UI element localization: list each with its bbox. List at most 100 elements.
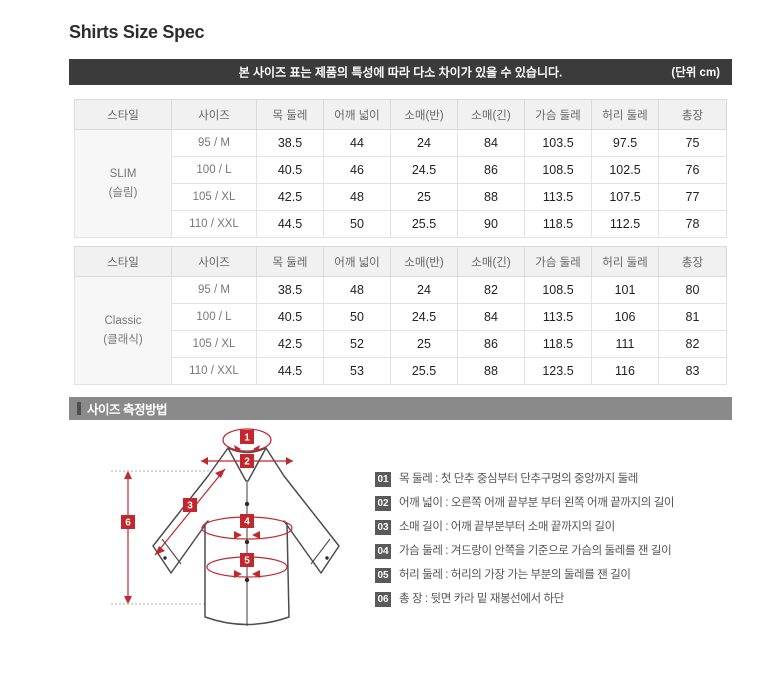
size-cell: 105 / XL [171, 330, 257, 358]
column-header: 어깨 넓이 [323, 246, 391, 277]
neck-measure-oval [222, 428, 272, 452]
size-cell: 110 / XXL [171, 210, 257, 238]
value-cell: 101 [591, 276, 659, 304]
size-table-classic: 스타일 사이즈 목 둘레 어깨 넓이 소매(반) 소매(긴) 가슴 둘레 허리 둘레 총장 Cla… [74, 246, 727, 385]
content: Shirts Size Spec 본 사이즈 표는 제품의 특성에 따라 다소 … [69, 22, 732, 658]
legend-item: 03 소매 길이 : 어깨 끝부분부터 소매 끝까지의 길이 [375, 520, 735, 535]
column-header: 소매(반) [390, 99, 458, 130]
notice-text: 본 사이즈 표는 제품의 특성에 따라 다소 차이가 있을 수 있습니다. [238, 65, 563, 80]
legend-text: 소매 길이 : 어깨 끝부분부터 소매 끝까지의 길이 [399, 521, 615, 533]
legend-number-badge: 01 [375, 472, 391, 487]
value-cell: 103.5 [524, 129, 592, 157]
value-cell: 38.5 [256, 129, 324, 157]
value-cell: 86 [457, 156, 525, 184]
value-cell: 48 [323, 183, 391, 211]
value-cell: 112.5 [591, 210, 659, 238]
value-cell: 24 [390, 276, 458, 304]
value-cell: 108.5 [524, 276, 592, 304]
value-cell: 82 [658, 330, 727, 358]
column-header: 소매(긴) [457, 246, 525, 277]
legend-item: 06 총 장 : 뒷면 카라 밑 재봉선에서 하단 [375, 592, 735, 607]
style-cell: SLIM (슬림) [74, 129, 172, 238]
shirt-outline [152, 447, 340, 626]
value-cell: 24.5 [390, 303, 458, 331]
measure-section-title: 사이즈 측정방법 [87, 403, 167, 417]
value-cell: 82 [457, 276, 525, 304]
legend-number-badge: 03 [375, 520, 391, 535]
value-cell: 78 [658, 210, 727, 238]
table-row: 110 / XXL 44.5 50 25.5 90 118.5 112.5 78 [75, 210, 727, 238]
size-cell: 105 / XL [171, 183, 257, 211]
value-cell: 40.5 [256, 303, 324, 331]
legend-text: 허리 둘레 : 허리의 가장 가는 부분의 둘레를 잰 길이 [399, 569, 631, 581]
value-cell: 88 [457, 183, 525, 211]
shirt-buttons [163, 501, 329, 583]
table-row: 100 / L 40.5 50 24.5 84 113.5 106 81 [75, 303, 727, 331]
table-row: SLIM (슬림) 95 / M 38.5 44 24 84 103.5 97.5 75 [74, 129, 727, 238]
value-cell: 44 [323, 129, 391, 157]
marker-2: 2 [244, 457, 250, 468]
value-cell: 42.5 [256, 183, 324, 211]
value-cell: 116 [591, 357, 659, 385]
value-cell: 52 [323, 330, 391, 358]
value-cell: 86 [457, 330, 525, 358]
value-cell: 123.5 [524, 357, 592, 385]
table-row: 100 / L 40.5 46 24.5 86 108.5 102.5 76 [75, 156, 727, 184]
value-cell: 25 [390, 330, 458, 358]
value-cell: 111 [591, 330, 659, 358]
value-cell: 24.5 [390, 156, 458, 184]
value-cell: 118.5 [524, 210, 592, 238]
column-header: 어깨 넓이 [323, 99, 391, 130]
value-cell: 76 [658, 156, 727, 184]
marker-6: 6 [125, 518, 131, 529]
column-header: 총장 [658, 99, 727, 130]
size-cell: 95 / M [171, 129, 257, 157]
legend-number-badge: 04 [375, 544, 391, 559]
notice-unit: (단위 cm) [671, 67, 720, 79]
column-header: 총장 [658, 246, 727, 277]
legend-text: 목 둘레 : 첫 단추 중심부터 단추구멍의 중앙까지 둘레 [399, 473, 638, 485]
column-header: 스타일 [74, 246, 172, 277]
page-title: Shirts Size Spec [69, 22, 205, 42]
legend-text: 총 장 : 뒷면 카라 밑 재봉선에서 하단 [399, 593, 564, 605]
value-cell: 25.5 [390, 357, 458, 385]
legend-item: 04 가슴 둘레 : 겨드랑이 안쪽을 기준으로 가슴의 둘레를 잰 길이 [375, 544, 735, 559]
column-header: 허리 둘레 [591, 246, 659, 277]
legend-item: 01 목 둘레 : 첫 단추 중심부터 단추구멍의 중앙까지 둘레 [375, 472, 735, 487]
value-cell: 106 [591, 303, 659, 331]
column-header: 소매(긴) [457, 99, 525, 130]
size-cell: 100 / L [171, 156, 257, 184]
value-cell: 40.5 [256, 156, 324, 184]
value-cell: 80 [658, 276, 727, 304]
value-cell: 25.5 [390, 210, 458, 238]
value-cell: 107.5 [591, 183, 659, 211]
value-cell: 81 [658, 303, 727, 331]
value-cell: 113.5 [524, 303, 592, 331]
column-header: 사이즈 [171, 246, 257, 277]
legend-item: 05 허리 둘레 : 허리의 가장 가는 부분의 둘레를 잰 길이 [375, 568, 735, 583]
measure-area: 1 2 3 4 5 6 01 목 둘레 : 첫 단추 중심부터 단추구멍의 중앙까… [69, 424, 732, 658]
legend-text: 어깨 넓이 : 오른쪽 어깨 끝부분 부터 왼쪽 어깨 끝까지의 길이 [399, 497, 675, 509]
value-cell: 38.5 [256, 276, 324, 304]
value-cell: 102.5 [591, 156, 659, 184]
table-row: 105 / XL 42.5 48 25 88 113.5 107.5 77 [75, 183, 727, 211]
value-cell: 84 [457, 129, 525, 157]
column-header: 목 둘레 [256, 246, 324, 277]
measure-arrowheads [124, 445, 293, 604]
value-cell: 108.5 [524, 156, 592, 184]
column-header: 사이즈 [171, 99, 257, 130]
size-cell: 95 / M [171, 276, 257, 304]
legend-number-badge: 02 [375, 496, 391, 511]
value-cell: 53 [323, 357, 391, 385]
value-cell: 46 [323, 156, 391, 184]
column-header: 스타일 [74, 99, 172, 130]
measure-marker-labels: 1 2 3 4 5 6 [125, 433, 250, 567]
column-header: 목 둘레 [256, 99, 324, 130]
column-header: 가슴 둘레 [524, 246, 592, 277]
table-row: 105 / XL 42.5 52 25 86 118.5 111 82 [75, 330, 727, 358]
value-cell: 118.5 [524, 330, 592, 358]
marker-1: 1 [244, 433, 250, 444]
value-cell: 90 [457, 210, 525, 238]
size-table-slim: 스타일 사이즈 목 둘레 어깨 넓이 소매(반) 소매(긴) 가슴 둘레 허리 둘레 총장 SLI… [74, 99, 727, 238]
